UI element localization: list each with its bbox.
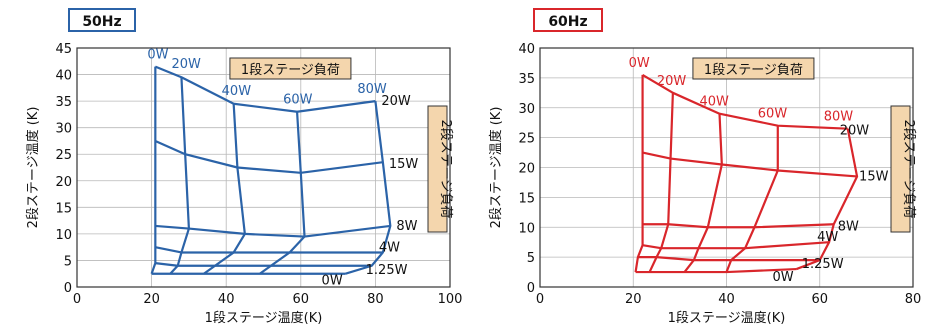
x-tick-label: 20 <box>625 292 642 307</box>
y-tick-label: 35 <box>55 95 72 110</box>
stage1-load-label: 60W <box>758 107 788 122</box>
y-tick-label: 0 <box>527 281 535 296</box>
iso-stage1-load-line <box>648 92 674 273</box>
plot-frame <box>539 47 914 288</box>
stage1-load-label: 0W <box>629 56 650 71</box>
stage2-load-label: 15W <box>859 169 889 184</box>
x-tick-label: 60 <box>811 292 828 307</box>
y-axis-label: 2段ステージ温度 (K) <box>25 107 41 229</box>
y-tick-label: 0 <box>64 281 72 296</box>
x-tick-label: 80 <box>905 292 922 307</box>
stage2-load-label: 20W <box>840 124 870 139</box>
chart-title: 50Hz <box>82 14 121 30</box>
iso-stage1-load-line <box>725 125 779 273</box>
stage2-load-label: 8W <box>838 219 859 234</box>
iso-stage1-load-line <box>683 113 723 273</box>
stage2-load-label: 1.25W <box>802 257 844 272</box>
stage2-load-label: 0W <box>322 274 343 289</box>
y-tick-label: 40 <box>518 42 535 57</box>
y-tick-label: 15 <box>518 191 535 206</box>
y-tick-label: 35 <box>518 72 535 87</box>
chart-title-box <box>533 8 603 32</box>
stage1-load-label: 40W <box>700 95 730 110</box>
stage2-load-label: 1.25W <box>366 263 408 278</box>
stage2-load-label: 15W <box>389 157 419 172</box>
plot-area <box>77 48 450 287</box>
stage1-load-label: 20W <box>171 57 201 72</box>
plot-frame <box>76 47 451 288</box>
x-tick-label: 0 <box>73 292 81 307</box>
stage1-load-label: 60W <box>283 93 313 108</box>
stage1-load-label: 80W <box>357 82 387 97</box>
y-tick-label: 5 <box>64 254 72 269</box>
chart-panel-50hz: 50Hz 0 20 40 60 80 100 0 5 10 15 20 25 30 35 40 45 1段ステージ… <box>25 8 463 326</box>
x-tick-label: 20 <box>143 292 160 307</box>
y-tick-label: 30 <box>518 102 535 117</box>
x-tick-label: 80 <box>367 292 384 307</box>
y-tick-label: 5 <box>527 251 535 266</box>
stage2-load-label: 20W <box>381 94 411 109</box>
chart-title: 60Hz <box>548 14 587 30</box>
stage1-load-label: 0W <box>147 48 168 63</box>
iso-stage1-load-line <box>203 103 246 275</box>
y-tick-label: 30 <box>55 122 72 137</box>
stage2-load-label: 4W <box>379 240 400 255</box>
y-tick-label: 20 <box>518 162 535 177</box>
y-tick-label: 40 <box>55 69 72 84</box>
legend-stage1-box <box>229 57 352 80</box>
y-axis-label: 2段ステージ温度 (K) <box>488 107 504 229</box>
chart-title-box <box>68 8 136 32</box>
stage1-load-label: 80W <box>824 110 854 125</box>
legend-stage1-label: 1段ステージ負荷 <box>241 63 340 78</box>
iso-stage1-load-line <box>796 128 859 271</box>
y-tick-label: 10 <box>55 228 72 243</box>
chart-panel-60hz: 60Hz 0 20 40 60 80 0 5 10 15 20 25 30 35 40 1段ステージ温度(K)… <box>488 8 922 326</box>
x-axis-label: 1段ステージ温度(K) <box>668 310 786 326</box>
legend-stage2-label: 2段ステージ負荷 <box>901 119 916 218</box>
legend-stage1-box <box>692 57 815 80</box>
x-tick-label: 40 <box>218 292 235 307</box>
y-tick-label: 10 <box>518 221 535 236</box>
stage2-load-label: 4W <box>817 230 838 245</box>
stage1-load-label: 20W <box>657 74 687 89</box>
y-tick-label: 20 <box>55 175 72 190</box>
legend-stage2-box <box>890 105 911 233</box>
x-tick-label: 60 <box>293 292 310 307</box>
x-tick-label: 0 <box>536 292 544 307</box>
y-tick-label: 15 <box>55 201 72 216</box>
iso-stage1-load-line <box>634 74 644 273</box>
legend-stage2-box <box>427 105 448 233</box>
iso-stage1-load-line <box>259 111 306 275</box>
stage2-load-label: 8W <box>396 219 417 234</box>
y-tick-label: 25 <box>55 148 72 163</box>
y-tick-label: 25 <box>518 132 535 147</box>
iso-stage1-load-line <box>345 100 392 275</box>
legend-stage1-label: 1段ステージ負荷 <box>704 63 803 78</box>
iso-stage1-load-line <box>169 77 190 275</box>
x-tick-label: 40 <box>718 292 735 307</box>
x-axis-label: 1段ステージ温度(K) <box>205 310 323 326</box>
y-tick-label: 45 <box>55 42 72 57</box>
stage1-load-label: 40W <box>222 84 252 99</box>
stage2-load-label: 0W <box>772 270 793 285</box>
x-tick-label: 100 <box>438 292 463 307</box>
iso-stage1-load-line <box>150 66 157 275</box>
legend-stage2-label: 2段ステージ負荷 <box>438 119 453 218</box>
